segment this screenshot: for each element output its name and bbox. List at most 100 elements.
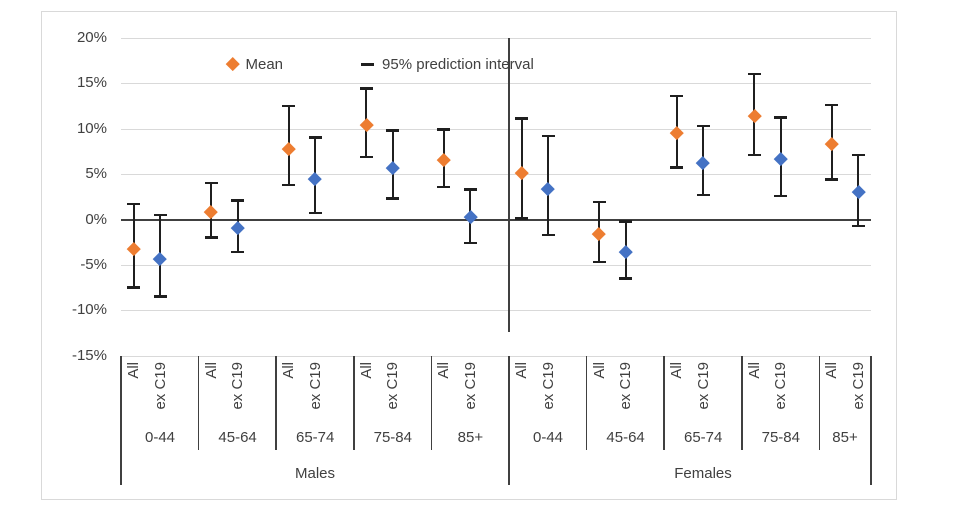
error-bar-cap-bottom <box>127 286 140 289</box>
series-axis-label-text: ex C19 <box>151 362 169 410</box>
series-axis-label-text: ex C19 <box>849 362 867 410</box>
error-bar-cap-bottom <box>463 241 477 245</box>
gridline-20 <box>121 37 871 39</box>
error-bar-cap-bottom <box>774 194 788 198</box>
error-bar-cap-top <box>747 72 761 76</box>
series-axis-label: ex C19 <box>539 362 557 410</box>
error-bar-cap-bottom <box>308 211 322 215</box>
axis-major-tick-1 <box>508 356 510 485</box>
error-bar-cap-bottom <box>231 250 245 254</box>
error-bar-cap-top <box>437 128 451 131</box>
series-axis-label-text: ex C19 <box>229 362 247 410</box>
series-axis-label-text: All <box>745 362 763 379</box>
series-axis-label-text: All <box>435 362 453 379</box>
x-axis-zero-line <box>121 218 871 221</box>
y-axis-tick-label: -5% <box>80 255 107 273</box>
error-bar-cap-top <box>153 213 167 217</box>
series-axis-label-text: ex C19 <box>772 362 790 410</box>
series-axis-label: All <box>435 362 453 379</box>
series-axis-label: ex C19 <box>617 362 635 410</box>
series-axis-label: ex C19 <box>151 362 169 410</box>
chart-frame <box>41 11 897 500</box>
series-axis-label: All <box>357 362 375 379</box>
legend-item-interval: 95% prediction interval <box>361 56 534 73</box>
y-axis-tick-label: -15% <box>71 346 107 364</box>
males-females-divider <box>508 38 510 332</box>
series-axis-label: All <box>590 362 608 379</box>
sex-group-label: Males <box>294 465 335 482</box>
error-bar-cap-top <box>774 116 788 119</box>
series-axis-label-text: All <box>590 362 608 379</box>
error-bar-cap-bottom <box>153 295 167 298</box>
error-bar-cap-top <box>670 94 684 98</box>
age-group-label: 0-44 <box>144 429 176 446</box>
error-bar-cap-bottom <box>515 217 528 220</box>
error-bar-cap-top <box>592 200 606 204</box>
age-group-label: 75-84 <box>373 429 412 446</box>
legend-interval-label: 95% prediction interval <box>382 55 534 73</box>
series-axis-label: ex C19 <box>772 362 790 410</box>
gridline--10 <box>121 310 871 312</box>
age-group-label: 45-64 <box>606 429 645 446</box>
error-bar-cap-top <box>851 153 865 157</box>
error-bar-cap-bottom <box>204 236 218 239</box>
age-group-label: 85+ <box>832 429 858 446</box>
error-bar-cap-bottom <box>592 260 606 264</box>
error-bar-cap-bottom <box>619 277 633 280</box>
error-bar-cap-bottom <box>541 233 555 237</box>
series-axis-label: All <box>513 362 531 379</box>
series-axis-label-text: ex C19 <box>539 362 557 410</box>
y-axis-tick-label: 10% <box>76 119 107 137</box>
legend-mean-label: Mean <box>245 55 284 73</box>
error-bar-cap-bottom <box>282 183 296 187</box>
mean-diamond-icon <box>226 57 240 71</box>
error-bar-cap-bottom <box>747 153 761 157</box>
series-axis-label-text: All <box>823 362 841 379</box>
age-group-label: 45-64 <box>218 429 257 446</box>
series-axis-label: ex C19 <box>461 362 479 410</box>
series-axis-label-text: All <box>357 362 375 379</box>
error-bar-cap-top <box>282 104 296 108</box>
error-bar-cap-top <box>696 124 710 128</box>
axis-minor-tick <box>353 356 355 450</box>
axis-major-tick-2 <box>870 356 872 485</box>
axis-major-tick-0 <box>120 356 122 485</box>
series-axis-label: ex C19 <box>849 362 867 410</box>
error-bar-cap-top <box>204 181 218 185</box>
axis-minor-tick <box>430 356 433 450</box>
age-group-label: 85+ <box>457 429 484 446</box>
y-axis-tick-label: 5% <box>85 165 107 183</box>
age-group-label: 65-74 <box>296 429 335 446</box>
chart-legend: Mean 95% prediction interval <box>226 54 534 74</box>
y-axis-tick-label: 15% <box>76 74 107 92</box>
error-bar-cap-bottom <box>825 178 839 181</box>
error-bar-cap-bottom <box>851 224 865 228</box>
gridline--5 <box>121 264 871 266</box>
axis-minor-tick <box>818 356 821 450</box>
series-axis-label-text: ex C19 <box>461 362 479 410</box>
error-bar-cap-bottom <box>437 185 451 189</box>
y-axis-tick-label: 20% <box>76 28 107 46</box>
series-axis-label-text: All <box>280 362 298 379</box>
error-bar-cap-top <box>541 134 555 138</box>
series-axis-label: All <box>280 362 298 379</box>
sex-group-label: Females <box>674 465 732 482</box>
gridline-10 <box>121 128 871 130</box>
error-bar-cap-top <box>515 117 528 120</box>
age-group-label: 65-74 <box>684 429 723 446</box>
error-bar-cap-top <box>359 87 373 90</box>
series-axis-label: ex C19 <box>694 362 712 410</box>
age-group-label: 0-44 <box>532 429 564 446</box>
category-axis-line <box>121 356 871 357</box>
series-axis-label: All <box>202 362 220 379</box>
error-bar-cap-bottom <box>696 193 710 197</box>
error-bar-cap-bottom <box>386 197 400 200</box>
axis-minor-tick <box>197 356 200 450</box>
error-bar-cap-bottom <box>359 155 373 159</box>
error-bar-cap-top <box>231 199 245 202</box>
axis-minor-tick <box>275 356 277 450</box>
legend-item-mean: Mean <box>226 55 284 73</box>
gridline-5 <box>121 174 871 176</box>
y-axis-tick-label: -10% <box>71 301 107 319</box>
